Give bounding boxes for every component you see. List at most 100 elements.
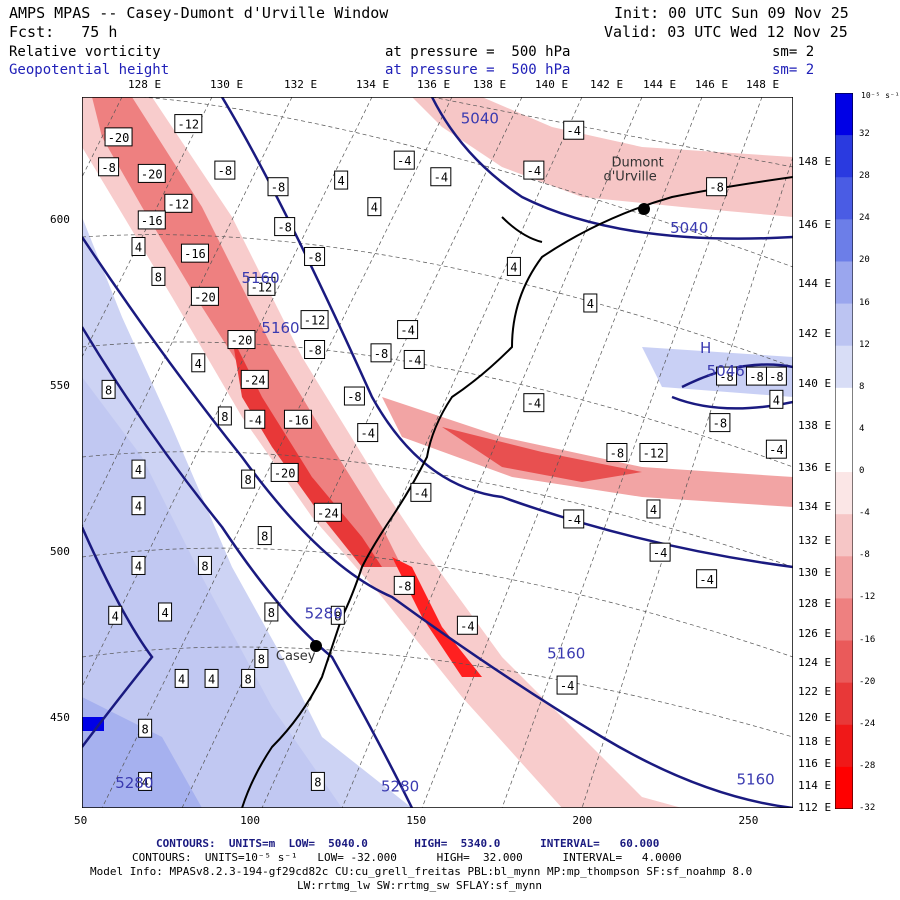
svg-text:8: 8	[245, 672, 252, 686]
vorticity-contour-label: -12	[300, 310, 329, 330]
svg-text:-20: -20	[274, 466, 296, 480]
colorbar-label: -20	[859, 676, 876, 687]
vorticity-contour-label: -8	[304, 246, 326, 266]
field2-smooth: sm= 2	[772, 62, 815, 78]
vorticity-contour-label: 4	[138, 771, 153, 791]
svg-text:-16: -16	[287, 413, 309, 427]
colorbar-label: 28	[859, 171, 870, 182]
model-info: Model Info: MPASv8.2.3-194-gf29cd82c CU:…	[90, 865, 753, 878]
vorticity-contour-label: -4	[523, 160, 545, 180]
vorticity-contour-label: -4	[357, 423, 379, 443]
svg-text:4: 4	[178, 672, 185, 686]
colorbar-swatch	[835, 556, 853, 599]
svg-text:4: 4	[587, 297, 594, 311]
svg-text:8: 8	[201, 559, 208, 573]
x-tick-label: 200	[572, 814, 593, 827]
svg-text:4: 4	[142, 775, 149, 789]
positive-vorticity-patch	[82, 697, 202, 808]
svg-text:-8: -8	[101, 161, 115, 175]
lon-label-right: 144 E	[798, 277, 832, 290]
svg-text:-8: -8	[769, 370, 783, 384]
svg-text:-4: -4	[361, 427, 375, 441]
lon-label-top: 128 E	[128, 78, 162, 91]
vorticity-contour-label: -16	[137, 210, 166, 230]
lon-label-right: 118 E	[798, 735, 832, 748]
vorticity-contour-label: -8	[304, 340, 326, 360]
svg-text:-12: -12	[304, 314, 326, 328]
svg-text:-20: -20	[108, 131, 130, 145]
svg-text:-12: -12	[177, 118, 199, 132]
svg-text:-4: -4	[434, 171, 448, 185]
graticule	[82, 97, 793, 808]
vorticity-contour-label: -12	[639, 443, 668, 462]
model-title: AMPS MPAS -- Casey-Dumont d'Urville Wind…	[9, 4, 389, 22]
height-contour-label: H	[700, 339, 711, 357]
svg-text:-8: -8	[709, 181, 723, 195]
colorbar-label: -16	[859, 634, 876, 645]
vorticity-contour-label: -4	[403, 349, 425, 369]
colorbar-unit: 10⁻⁵ s⁻¹	[861, 91, 900, 100]
colorbar-swatch	[835, 93, 853, 136]
vorticity-contour-label: 8	[151, 266, 166, 286]
svg-text:-20: -20	[141, 167, 163, 181]
lon-label-right: 126 E	[798, 627, 832, 640]
field1-name: Relative vorticity	[9, 44, 161, 60]
svg-text:4: 4	[112, 609, 119, 623]
colorbar-swatch	[835, 345, 853, 389]
svg-text:8: 8	[268, 606, 275, 620]
init-time: Init: 00 UTC Sun 09 Nov 25	[614, 4, 849, 22]
svg-text:4: 4	[650, 503, 657, 517]
vorticity-contour-label: -4	[393, 150, 415, 170]
colorbar-swatch	[835, 682, 853, 726]
colorbar-swatch	[835, 303, 853, 347]
svg-text:-4: -4	[400, 324, 414, 338]
vorticity-contour-label: 4	[769, 389, 784, 409]
vorticity-contour-label: -8	[745, 366, 767, 386]
height-contour-label: 5280	[115, 774, 153, 792]
svg-text:8: 8	[314, 775, 321, 789]
svg-text:4: 4	[195, 357, 202, 371]
negative-vorticity-ne	[412, 97, 793, 217]
lon-label-top: 138 E	[473, 78, 507, 91]
vorticity-contour-label: -24	[313, 502, 342, 522]
vorticity-contour-label: 4	[646, 499, 661, 519]
height-contour-label: 5160	[261, 319, 299, 337]
svg-text:-4: -4	[527, 164, 541, 178]
lon-label-top: 136 E	[417, 78, 451, 91]
colorbar	[835, 93, 853, 809]
vorticity-contour-label: 8	[264, 602, 279, 622]
lon-label-right: 116 E	[798, 757, 832, 770]
vorticity-contour-label: -8	[606, 443, 628, 462]
forecast-hour: Fcst: 75 h	[9, 23, 118, 41]
svg-text:-24: -24	[317, 506, 339, 520]
vorticity-contour-label: 4	[131, 459, 146, 479]
dumont-marker	[638, 203, 650, 215]
colorbar-swatch	[835, 640, 853, 684]
vorticity-contour-label: 8	[254, 648, 269, 668]
vorticity-contour-label: 4	[506, 256, 521, 276]
colorbar-label: -8	[859, 550, 870, 561]
svg-text:-4: -4	[397, 154, 411, 168]
y-tick-label: 600	[50, 212, 70, 226]
svg-text:4: 4	[371, 201, 378, 215]
height-contour-label: 5160	[241, 269, 279, 287]
vorticity-contour-label: -8	[267, 177, 289, 197]
svg-text:-8: -8	[719, 370, 733, 384]
vorticity-contour-label: 4	[108, 605, 123, 625]
height-contour-label: 5040	[670, 219, 708, 237]
svg-text:-12: -12	[168, 197, 190, 211]
y-tick-label: 500	[50, 545, 70, 559]
vorticity-contour-label: 8	[257, 526, 272, 546]
vorticity-contour-label: -8	[765, 366, 787, 386]
colorbar-swatch	[835, 219, 853, 262]
svg-text:-4: -4	[566, 124, 580, 138]
colorbar-label: 12	[859, 339, 870, 350]
svg-text:-4: -4	[407, 353, 421, 367]
colorbar-swatch	[835, 429, 853, 473]
svg-text:-8: -8	[749, 370, 763, 384]
svg-text:4: 4	[135, 241, 142, 255]
vorticity-contour-label: -4	[397, 320, 419, 340]
vorticity-contour-label: -20	[190, 286, 219, 306]
vorticity-contour-label: -4	[410, 482, 432, 502]
height-contour-label: 5160	[547, 644, 585, 662]
